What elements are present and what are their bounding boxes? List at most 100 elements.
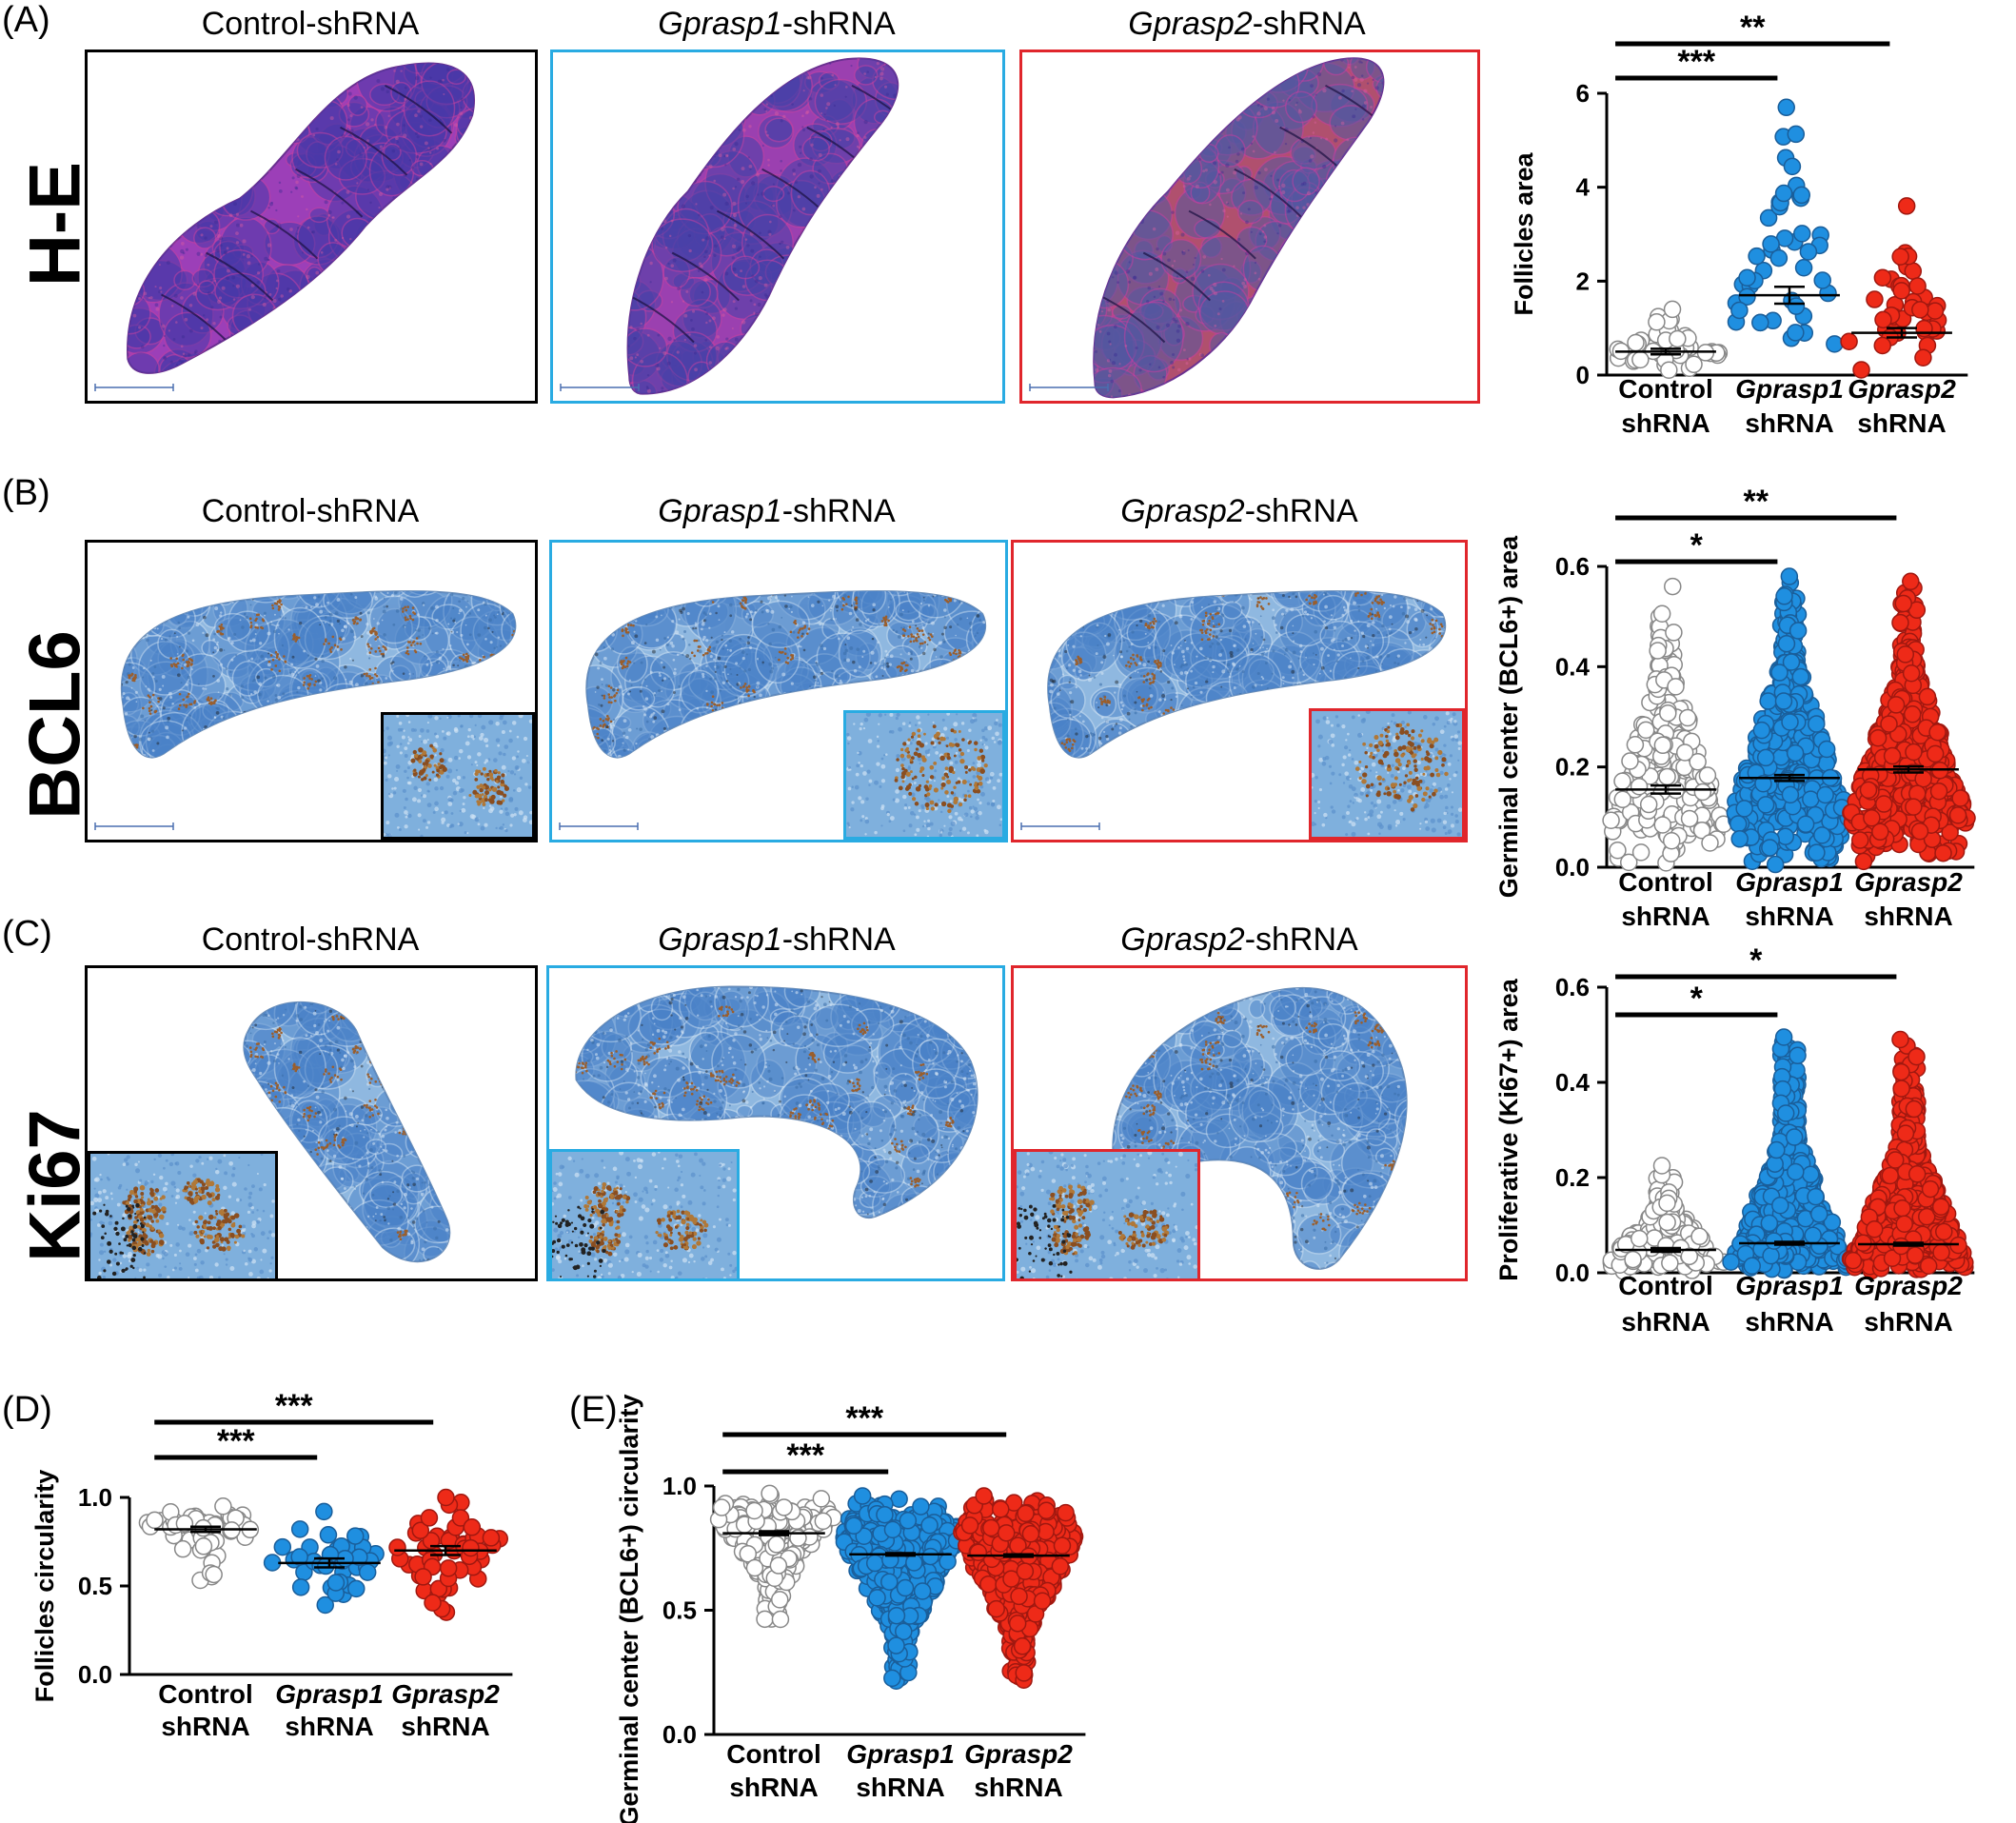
data-point (1813, 826, 1831, 844)
y-tick-label: 0.0 (1555, 1258, 1590, 1287)
data-point (1804, 1226, 1822, 1244)
data-point (439, 1559, 458, 1577)
data-point (1840, 332, 1858, 351)
data-point (880, 1573, 899, 1591)
data-point (1759, 692, 1777, 710)
data-point (1776, 827, 1795, 845)
data-point (1905, 798, 1923, 816)
data-point (920, 1516, 939, 1535)
data-point (865, 1554, 884, 1573)
data-point (1649, 642, 1667, 660)
image-title-g2-b: Gprasp2-shRNA (1009, 493, 1470, 530)
data-point (1792, 186, 1811, 205)
data-point (1782, 653, 1801, 671)
y-tick-label: 0 (1576, 361, 1590, 389)
y-axis-label: Follicles area (1510, 151, 1538, 315)
data-point (1636, 721, 1655, 740)
y-tick-label: 1.0 (78, 1483, 112, 1512)
data-point (1751, 313, 1769, 332)
data-point (1915, 319, 1933, 338)
data-point (1914, 348, 1932, 367)
data-point (770, 1591, 789, 1609)
data-point (1932, 1243, 1950, 1261)
data-point (1817, 740, 1836, 759)
data-point (887, 1606, 906, 1625)
data-point (1892, 1080, 1910, 1098)
data-point (1653, 736, 1672, 755)
data-point (1892, 1062, 1910, 1081)
data-point (462, 1538, 480, 1557)
data-point (1680, 809, 1699, 828)
category-label: shRNA (1745, 408, 1833, 438)
data-point (761, 1484, 779, 1503)
y-axis-label: Germinal center (BCL6+) area (1494, 535, 1523, 898)
data-point (1766, 855, 1785, 874)
micrograph-ki67-gprasp2 (1011, 965, 1468, 1281)
y-tick-label: 2 (1576, 267, 1590, 295)
data-point (1789, 1046, 1807, 1065)
category-label: shRNA (1745, 1307, 1833, 1337)
points-g2 (1842, 572, 1976, 871)
data-point (1021, 1525, 1040, 1543)
image-title-control-a: Control-shRNA (84, 6, 537, 43)
category-label: shRNA (1857, 408, 1946, 438)
image-title-g2-c: Gprasp2-shRNA (1009, 921, 1470, 959)
chart-A: 0 2 4 6 Follicles area Control shRNA Gprasp1 shR… (1510, 10, 1968, 438)
data-point (1777, 98, 1795, 117)
data-point (1692, 822, 1711, 840)
data-point (1761, 839, 1779, 857)
points-g1 (1727, 98, 1844, 353)
category-label: Gprasp2 (391, 1679, 500, 1709)
data-point (775, 1498, 793, 1516)
data-point (194, 1518, 212, 1537)
data-point (1631, 350, 1650, 369)
y-tick-label: 0.2 (1555, 1163, 1590, 1192)
category-label: shRNA (1745, 902, 1833, 931)
chart-C: 0.0 0.2 0.4 0.6 Proliferative (Ki67+) area Co… (1494, 942, 1975, 1337)
category-label: Gprasp1 (275, 1679, 384, 1709)
data-point (991, 1500, 1010, 1518)
data-point (1785, 1128, 1804, 1146)
chart-D: 0.0 0.5 1.0 Follicles circularity Control shR… (30, 1388, 513, 1741)
category-label: Gprasp2 (1848, 374, 1956, 404)
chart-B: 0.0 0.2 0.4 0.6 Germinal center (BCL6+) area… (1494, 484, 1976, 931)
data-point (1038, 1501, 1056, 1520)
category-label: Gprasp1 (1735, 867, 1844, 897)
micrograph-he-gprasp2 (1019, 50, 1480, 404)
data-point (853, 1487, 872, 1505)
y-tick-label: 0.4 (1555, 1068, 1591, 1097)
data-point (346, 1527, 365, 1545)
data-point (1911, 301, 1929, 319)
data-point (1613, 790, 1632, 809)
data-point (844, 1516, 863, 1535)
data-point (1891, 1030, 1909, 1049)
data-point (1017, 1504, 1035, 1523)
category-label: shRNA (1621, 1307, 1710, 1337)
data-point (1648, 313, 1666, 331)
data-point (756, 1610, 774, 1629)
data-point (1685, 355, 1703, 374)
data-point (1735, 800, 1753, 818)
data-point (1775, 587, 1793, 605)
y-tick-label: 0.2 (1555, 753, 1590, 782)
data-point (1808, 715, 1826, 733)
y-axis-label: Germinal center (BCL6+) circularity (615, 1395, 643, 1823)
image-title-g1-c: Gprasp1-shRNA (550, 921, 1003, 959)
points-g1 (1726, 567, 1858, 874)
data-point (1902, 664, 1921, 683)
data-point (319, 1526, 338, 1544)
image-title-g2-a: Gprasp2-shRNA (1017, 6, 1477, 43)
significance-label: *** (217, 1423, 255, 1459)
data-point (194, 1537, 213, 1555)
inset-bcl6-control (381, 712, 535, 840)
micrograph-ki67-gprasp1 (546, 965, 1005, 1281)
data-point (1921, 1179, 1940, 1199)
data-point (1631, 1229, 1649, 1248)
significance-label: *** (786, 1437, 824, 1474)
points-control (1602, 577, 1733, 872)
data-point (1941, 823, 1959, 842)
data-point (1693, 783, 1712, 802)
data-point (1928, 723, 1947, 742)
data-point (960, 1516, 979, 1535)
data-point (1892, 282, 1910, 300)
